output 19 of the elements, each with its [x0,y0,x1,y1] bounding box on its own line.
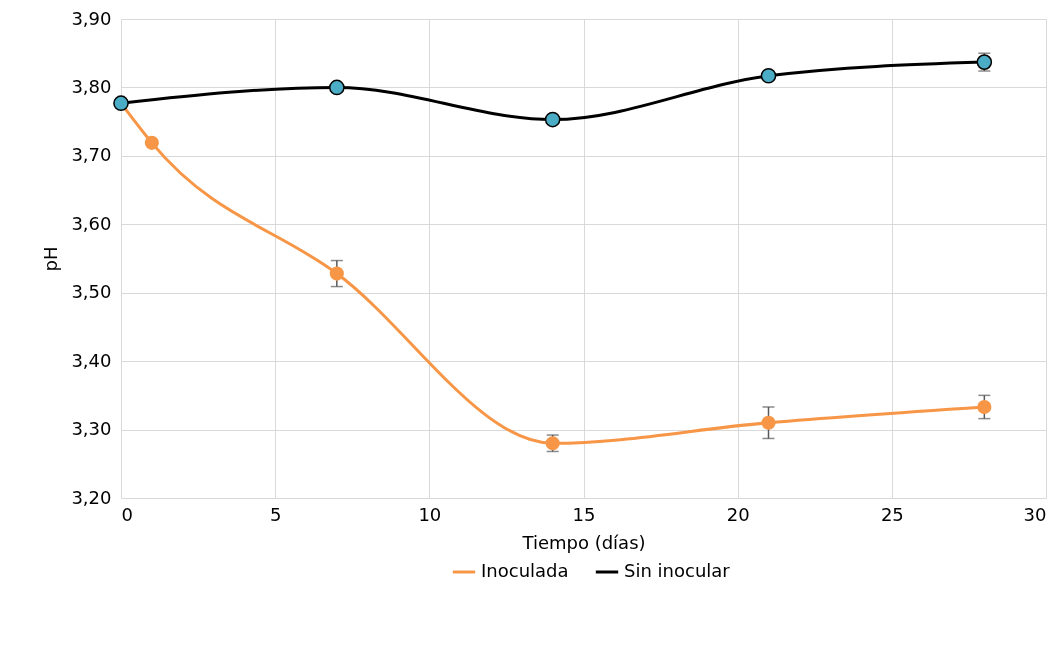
y-tick-label: 3,70 [71,144,112,166]
legend-label: Sin inocular [624,560,731,581]
y-tick-label: 3,20 [71,486,112,508]
x-tick-label: 30 [1023,503,1047,525]
x-tick-label: 25 [880,503,904,525]
y-axis-title: pH [40,246,62,272]
legend-label: Inoculada [481,560,569,581]
y-tick-label: 3,50 [71,281,112,303]
y-tick-label: 3,80 [71,75,112,97]
x-tick-label: 5 [269,503,282,525]
y-tick-label: 3,30 [71,418,112,440]
y-tick-label: 3,60 [71,212,112,234]
x-tick-label: 15 [572,503,596,525]
x-tick-label: 20 [726,503,750,525]
x-tick-label: 10 [418,503,442,525]
y-tick-label: 3,90 [71,7,112,29]
x-tick-label: 0 [121,503,133,525]
x-axis-title: Tiempo (días) [521,531,646,553]
y-tick-label: 3,40 [71,349,112,371]
